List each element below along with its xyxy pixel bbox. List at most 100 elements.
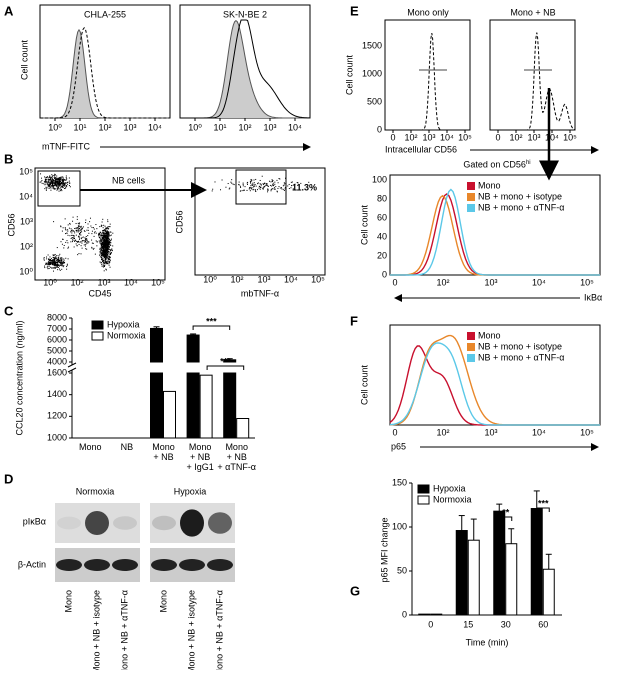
dot <box>62 177 64 179</box>
x-tick-label: 0 <box>392 427 397 437</box>
legend-label: NB + mono + αTNF-α <box>478 202 564 212</box>
dot <box>102 243 104 245</box>
dot <box>52 184 54 186</box>
axis-line <box>67 367 77 373</box>
dot <box>100 262 102 264</box>
dot <box>276 179 278 181</box>
dot <box>106 254 108 256</box>
legend-swatch <box>91 320 104 330</box>
dot <box>101 242 103 244</box>
dot <box>105 238 107 240</box>
dot <box>81 242 83 244</box>
y-tick-label: 20 <box>377 250 387 260</box>
dot <box>108 241 110 243</box>
gate <box>37 170 81 207</box>
dot <box>51 185 53 187</box>
dot <box>78 238 80 240</box>
x-tick-label: 10⁵ <box>580 277 594 287</box>
dot <box>105 250 107 252</box>
dot <box>52 254 54 256</box>
dot <box>270 190 272 192</box>
dot <box>45 188 47 190</box>
dot <box>96 241 98 243</box>
histogram-curve <box>390 188 600 276</box>
dot <box>57 185 59 187</box>
dot <box>77 229 79 231</box>
dot <box>48 176 50 178</box>
dot <box>54 267 56 269</box>
dot <box>91 227 93 229</box>
dot <box>56 179 58 181</box>
dot <box>51 181 53 183</box>
dot <box>64 227 66 229</box>
x-tick-label: 10² <box>436 427 449 437</box>
dot <box>112 245 114 247</box>
dot <box>46 187 48 189</box>
dot <box>260 184 262 186</box>
dot <box>71 229 73 231</box>
dot <box>73 237 75 239</box>
dot <box>276 191 278 193</box>
dot <box>232 183 234 185</box>
dot <box>85 222 87 224</box>
dot <box>240 190 242 192</box>
dot <box>108 260 110 262</box>
dot <box>101 261 103 263</box>
dot <box>106 252 108 254</box>
dot <box>105 269 107 271</box>
dot <box>54 177 56 179</box>
dot <box>63 259 65 261</box>
x-tick-label: 10³ <box>484 277 497 287</box>
dot <box>46 181 48 183</box>
dot <box>50 264 52 266</box>
dot <box>98 233 100 235</box>
dot <box>100 232 102 234</box>
dot <box>107 232 109 234</box>
dot <box>63 178 65 180</box>
dot <box>55 264 57 266</box>
dot <box>79 226 81 228</box>
dot <box>60 264 62 266</box>
band <box>85 511 109 535</box>
dot <box>246 189 248 191</box>
dot <box>259 183 261 185</box>
dot <box>107 248 109 250</box>
dot <box>107 219 109 221</box>
x-tick-label: 10⁵ <box>458 132 472 142</box>
dot <box>101 254 103 256</box>
dot <box>66 264 68 266</box>
dot <box>107 242 109 244</box>
dot <box>252 182 254 184</box>
dot <box>80 241 82 243</box>
dot <box>76 241 78 243</box>
band <box>179 559 205 571</box>
dot <box>107 228 109 230</box>
dot <box>75 230 77 232</box>
condition-label: Normoxia <box>76 486 115 496</box>
dot <box>95 240 97 242</box>
dot <box>67 224 69 226</box>
dot <box>66 185 68 187</box>
dot <box>99 241 101 243</box>
x-tick-label: 0 <box>428 619 433 629</box>
dot <box>56 178 58 180</box>
dot <box>98 233 100 235</box>
dot <box>250 182 252 184</box>
dot <box>103 247 105 249</box>
dot <box>60 182 62 184</box>
dot <box>298 184 300 186</box>
dot <box>253 179 255 181</box>
dot <box>54 258 56 260</box>
dot <box>50 187 52 189</box>
dot <box>69 182 71 184</box>
x-tick-label: 10⁰ <box>48 122 62 132</box>
dot <box>104 254 106 256</box>
dot <box>52 264 54 266</box>
dot <box>255 178 257 180</box>
dot <box>50 189 52 191</box>
legend-label: Normoxia <box>107 330 146 340</box>
dot <box>308 181 310 183</box>
dot <box>100 247 102 249</box>
dot <box>101 232 103 234</box>
